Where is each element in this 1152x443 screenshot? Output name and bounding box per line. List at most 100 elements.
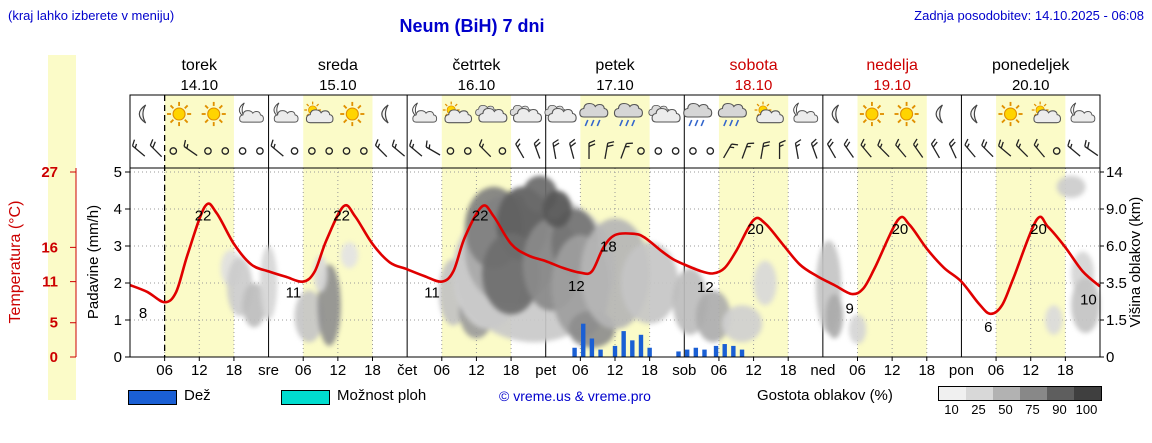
- cloud-scale-value: 90: [1052, 402, 1067, 417]
- calm-wind-icon: [169, 147, 178, 155]
- rain-icon: [683, 102, 713, 127]
- calm-wind-icon: [325, 147, 334, 155]
- temp-value-label: 22: [472, 207, 489, 224]
- cloud-height-tick-label: 3.5: [1106, 275, 1127, 292]
- wind-barb-icon: [741, 142, 755, 159]
- moon-icon: [381, 104, 389, 124]
- moon-cloud-icon: [412, 102, 438, 123]
- cloud-height-tick-label: 0: [1106, 349, 1114, 366]
- wind-barb-icon: [912, 138, 924, 158]
- temp-tick-label: 0: [50, 349, 58, 366]
- cloud-scale-value: 10: [944, 402, 959, 417]
- wind-barb-icon: [425, 140, 441, 156]
- precip-tick-label: 5: [114, 164, 122, 181]
- precip-tick-label: 4: [114, 201, 122, 218]
- temp-value-label: 12: [568, 278, 585, 295]
- day-headers: torek 14.10 sreda 15.10 četrtek 16.10 petek 17.…: [181, 57, 1071, 94]
- time-tick-label: 06: [156, 362, 173, 379]
- cloud-scale-segment: [993, 387, 1020, 400]
- copyright-link[interactable]: © vreme.us & vreme.pro: [499, 388, 651, 404]
- time-tick-label: 18: [503, 362, 520, 379]
- day-name-label: ponedeljek: [992, 57, 1070, 74]
- sun-icon: [340, 101, 365, 127]
- time-tick-label: 18: [1057, 362, 1074, 379]
- temperature-line: [129, 202, 1101, 316]
- wind-barb-icon: [794, 139, 802, 159]
- calm-wind-icon: [256, 147, 264, 155]
- day-name-label: četrtek: [452, 57, 501, 74]
- day-date-label: 19.10: [873, 77, 911, 94]
- day-date-label: 17.10: [596, 77, 634, 94]
- wind-barb-icon: [1033, 138, 1046, 158]
- calm-wind-icon: [654, 147, 663, 155]
- calm-wind-icon: [446, 147, 455, 155]
- wind-barb-icon: [391, 139, 406, 157]
- cloud-density-scale: [938, 386, 1102, 401]
- calm-wind-icon: [238, 147, 247, 155]
- wind-barb-icon: [860, 138, 872, 158]
- wind-barb-icon: [997, 139, 1012, 157]
- sun-icon: [998, 101, 1023, 127]
- time-tick-label: 12: [330, 362, 347, 379]
- day-date-label: 18.10: [735, 77, 773, 94]
- moon-icon: [970, 104, 978, 124]
- temp-value-label: 12: [697, 279, 714, 296]
- wind-barb-icon: [964, 138, 976, 158]
- cloud-scale-segment: [1074, 387, 1101, 400]
- day-abbrev-label: ned: [810, 362, 835, 379]
- calm-wind-icon: [308, 147, 316, 155]
- time-tick-label: 06: [572, 362, 589, 379]
- rain-icon: [579, 102, 609, 127]
- cloud-icon: [544, 104, 577, 123]
- rain-icon: [613, 102, 643, 127]
- cloud-height-tick-label: 6.0: [1106, 238, 1127, 255]
- calm-wind-icon: [689, 147, 697, 155]
- moon-cloud-icon: [273, 102, 299, 123]
- time-tick-label: 12: [1022, 362, 1039, 379]
- time-tick-label: 06: [849, 362, 866, 379]
- sun-icon: [201, 101, 226, 127]
- wind-barb-icon: [810, 138, 818, 159]
- temp-value-label: 20: [1030, 221, 1047, 238]
- time-tick-label: 18: [226, 362, 243, 379]
- wind-barb-icon: [478, 139, 492, 158]
- page-title: Neum (BiH) 7 dni: [399, 16, 545, 36]
- sun-cloud-icon: [304, 101, 334, 124]
- time-tick-label: 12: [884, 362, 901, 379]
- day-name-label: torek: [181, 57, 218, 74]
- rain-legend-swatch: [128, 390, 177, 405]
- temp-value-label: 6: [984, 319, 992, 336]
- wind-barb-icon: [843, 138, 854, 158]
- cloud-density-blobs: [220, 175, 1100, 348]
- calm-wind-icon: [637, 147, 645, 155]
- wind-barb-icon: [895, 138, 907, 158]
- wind-barb-icon: [877, 139, 890, 158]
- precip-tick-label: 1: [114, 312, 122, 329]
- cloud-height-axis-title: Višina oblakov (km): [1127, 197, 1144, 328]
- temp-value-label: 10: [1080, 291, 1097, 308]
- calm-wind-icon: [290, 147, 299, 155]
- day-abbrev-label: sre: [258, 362, 279, 379]
- temp-value-label: 11: [424, 285, 440, 302]
- calm-wind-icon: [463, 147, 472, 155]
- axes: 01234527161150149.06.03.51.50Temperatura…: [7, 164, 1144, 366]
- cloud-density-legend-label: Gostota oblakov (%): [757, 387, 893, 404]
- cloud-scale-value: 100: [1075, 402, 1098, 417]
- time-axis: 06 12 18 06 12 18 06 12 18 06 12 18 06 12 18 06 12 18 06 12…: [156, 357, 1074, 379]
- calm-wind-icon: [359, 147, 368, 155]
- wind-barb-icon: [131, 139, 146, 157]
- temp-tick-label: 5: [50, 315, 58, 332]
- cloud-height-tick-label: 9.0: [1106, 201, 1127, 218]
- last-update-label: Zadnja posodobitev: 14.10.2025 - 06:08: [914, 8, 1144, 23]
- wind-barb-icon: [183, 139, 198, 157]
- wind-barb-icon: [723, 143, 739, 159]
- day-date-label: 16.10: [458, 77, 496, 94]
- showers-legend-label: Možnost ploh: [337, 387, 427, 404]
- wind-barb-icon: [760, 141, 771, 159]
- temp-tick-label: 11: [42, 274, 58, 291]
- wind-barb-icon: [270, 139, 284, 157]
- moon-cloud-icon: [1070, 102, 1096, 123]
- temp-value-label: 11: [286, 285, 302, 302]
- moon-icon: [935, 104, 943, 124]
